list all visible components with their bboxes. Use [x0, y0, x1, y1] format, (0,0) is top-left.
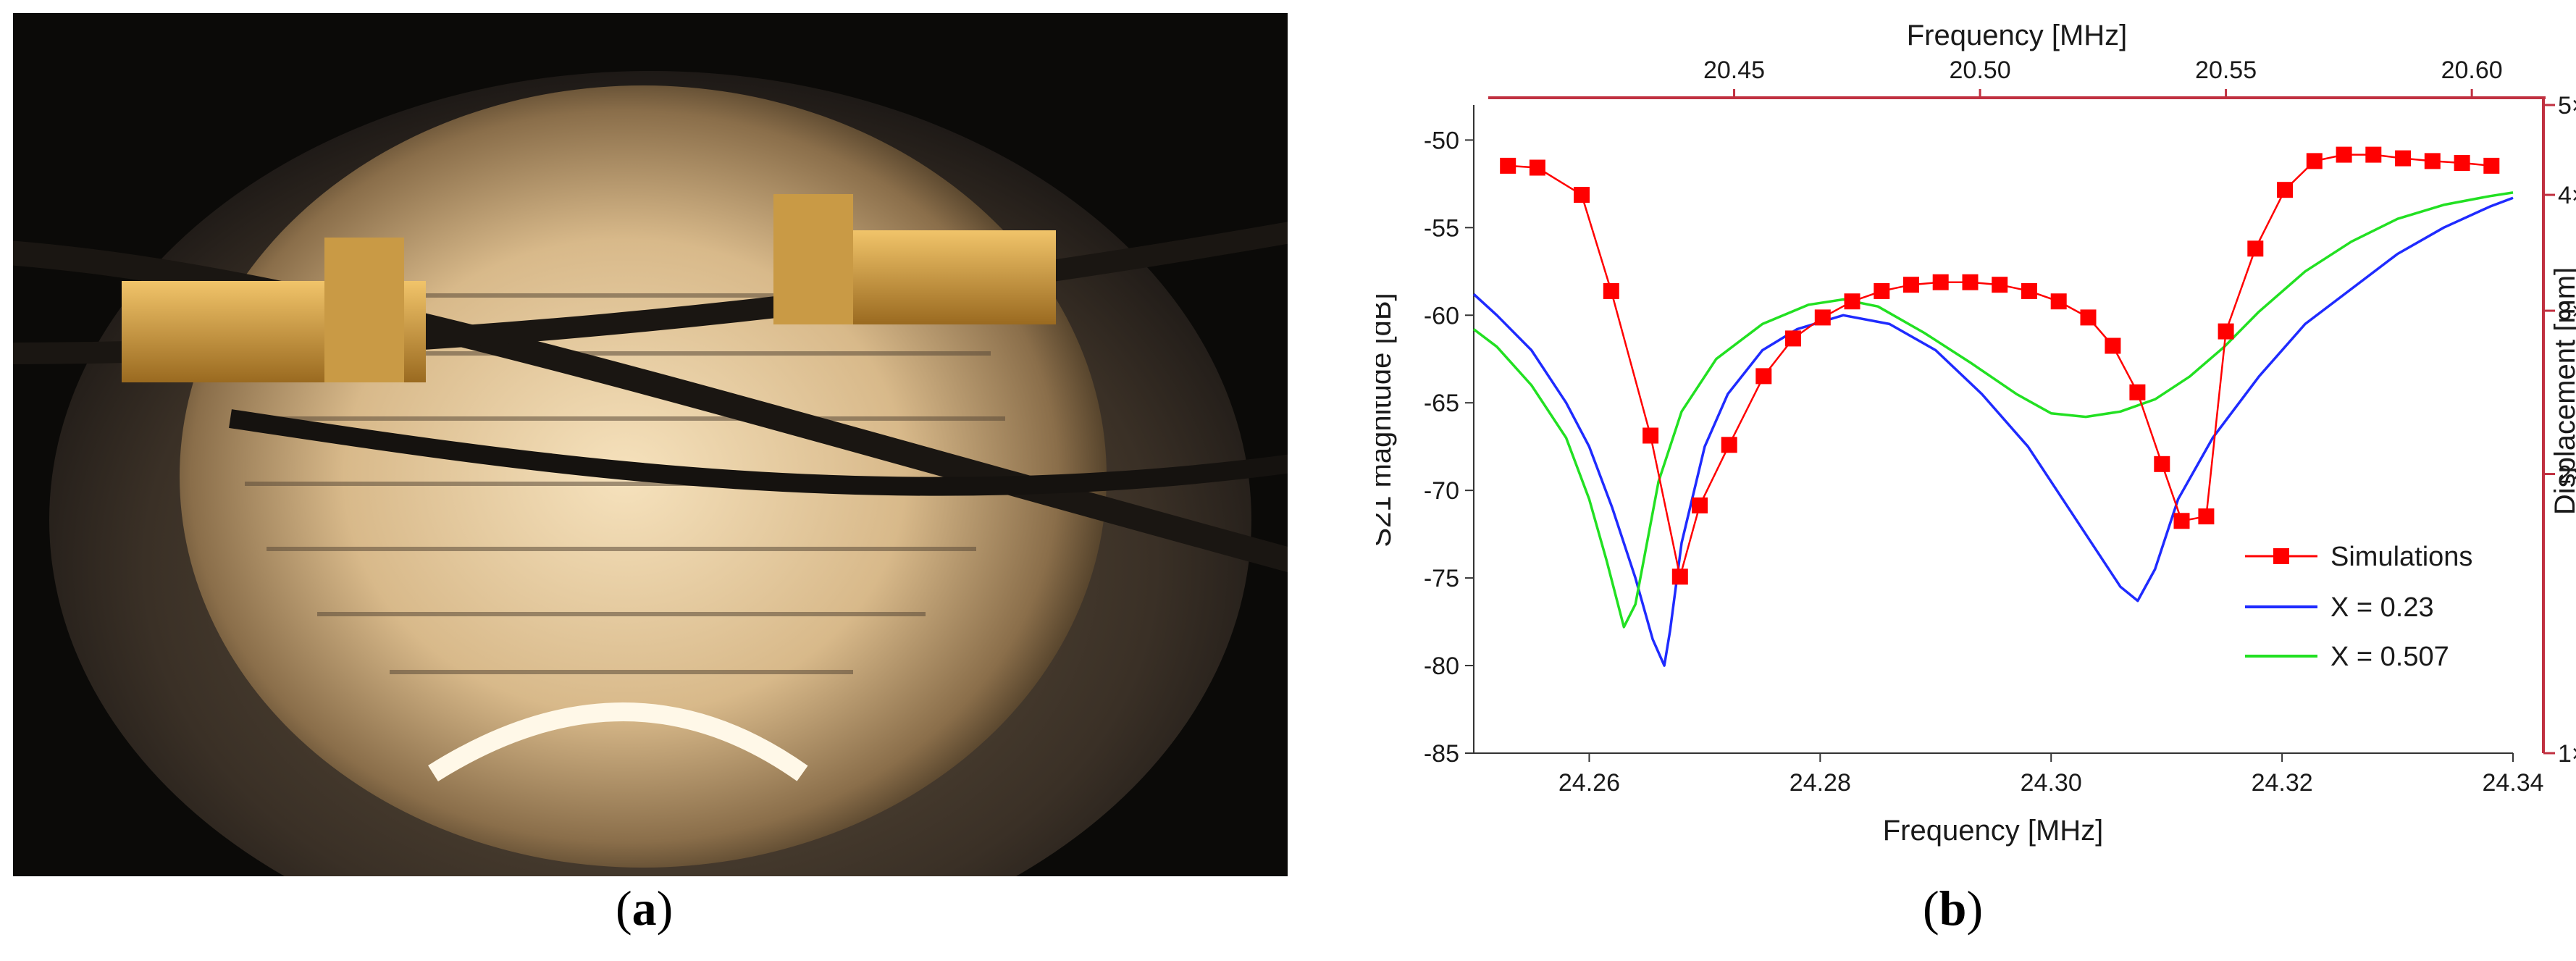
x-tick-label-2: 24.30	[2021, 769, 2082, 797]
top-axis-title: Frequency [MHz]	[1907, 20, 2128, 51]
sim-point-11	[1844, 293, 1860, 310]
panel-label-a: (a)	[616, 881, 674, 936]
sim-point-18	[2050, 293, 2067, 310]
x-tick-label-3: 24.32	[2252, 769, 2313, 797]
legend-label-x023: X = 0.23	[2330, 592, 2434, 623]
legend-marker-simulations	[2273, 548, 2289, 564]
sim-point-13	[1903, 277, 1919, 293]
x-tick-label-1: 24.28	[1790, 769, 1851, 797]
series-line-x-0-507	[1472, 191, 2514, 629]
sim-point-20	[2105, 337, 2121, 354]
sim-point-8	[1755, 368, 1772, 385]
sim-point-28	[2306, 153, 2323, 169]
legend-label-x0507: X = 0.507	[2330, 642, 2449, 672]
sim-point-21	[2129, 384, 2146, 400]
sim-point-16	[1992, 277, 2008, 293]
sim-point-19	[2080, 309, 2097, 326]
sim-point-30	[2365, 146, 2382, 163]
panel-label-a-letter: a	[632, 881, 657, 936]
panel-label-b-letter: b	[1939, 881, 1967, 936]
right-tick-label-4: 5×10⁻⁵	[2558, 92, 2576, 119]
wafer-photo	[13, 13, 1288, 876]
y-tick-label-0: -50	[1424, 127, 1459, 154]
y-tick-label-5: -75	[1424, 565, 1459, 592]
sim-point-1	[1529, 159, 1545, 176]
y-tick-label-4: -70	[1424, 477, 1459, 505]
right-tick-label-2: 3×10⁻⁵	[2558, 298, 2576, 325]
sim-point-32	[2424, 153, 2441, 169]
sim-point-7	[1721, 437, 1737, 453]
x-tick-label-4: 24.34	[2482, 769, 2543, 797]
sim-point-5	[1671, 568, 1688, 585]
sim-point-3	[1603, 282, 1619, 299]
y-tick-label-6: -80	[1424, 652, 1459, 680]
sim-point-9	[1785, 330, 1801, 347]
sim-point-12	[1874, 282, 1890, 299]
top-tick-label-3: 20.60	[2441, 56, 2503, 84]
sim-point-33	[2454, 155, 2470, 171]
right-axis-title: Displacement [mm]	[2549, 267, 2576, 515]
sim-point-0	[1500, 157, 1516, 174]
sim-point-23	[2173, 513, 2190, 529]
sim-point-17	[2021, 282, 2037, 299]
y-tick-label-1: -55	[1424, 214, 1459, 242]
sim-point-2	[1574, 187, 1590, 203]
sim-point-25	[2218, 323, 2234, 340]
sim-point-10	[1814, 309, 1831, 326]
panel-label-b: (b)	[1923, 881, 1984, 936]
sim-point-14	[1932, 274, 1949, 290]
x-tick-label-0: 24.26	[1558, 769, 1620, 797]
right-tick-label-3: 4×10⁻⁵	[2558, 182, 2576, 209]
legend: Simulations X = 0.23 X = 0.507	[2245, 542, 2472, 672]
right-tick-label-1: 2×10⁻⁵	[2558, 461, 2576, 489]
sim-point-27	[2277, 182, 2294, 198]
legend-label-simulations: Simulations	[2330, 542, 2472, 572]
sim-point-15	[1962, 274, 1979, 290]
sim-point-31	[2395, 150, 2412, 167]
sim-point-4	[1642, 427, 1659, 444]
top-tick-label-2: 20.55	[2195, 56, 2257, 84]
sim-point-29	[2336, 146, 2352, 163]
right-tick-label-0: 1×10⁻⁵	[2558, 740, 2576, 768]
top-tick-label-1: 20.50	[1950, 56, 2011, 84]
series-line-simulations	[1508, 154, 2492, 577]
sim-point-26	[2247, 240, 2264, 257]
sim-point-34	[2483, 157, 2500, 174]
sim-point-22	[2154, 456, 2170, 472]
sim-point-24	[2198, 508, 2215, 525]
series-line-x-0-23	[1472, 196, 2514, 667]
y-tick-label-3: -65	[1424, 390, 1459, 417]
top-tick-label-0: 20.45	[1703, 56, 1765, 84]
y-tick-label-7: -85	[1424, 740, 1459, 768]
s21-displacement-chart: 24.26 24.28 24.30 24.32 24.34 -50 -55 -60 -65 -70…	[1376, 0, 2576, 884]
x-axis-title: Frequency [MHz]	[1883, 815, 2104, 847]
y-axis-title: S21 magnitude [dB]	[1376, 293, 1397, 547]
sim-point-6	[1692, 497, 1708, 513]
y-tick-label-2: -60	[1424, 302, 1459, 330]
